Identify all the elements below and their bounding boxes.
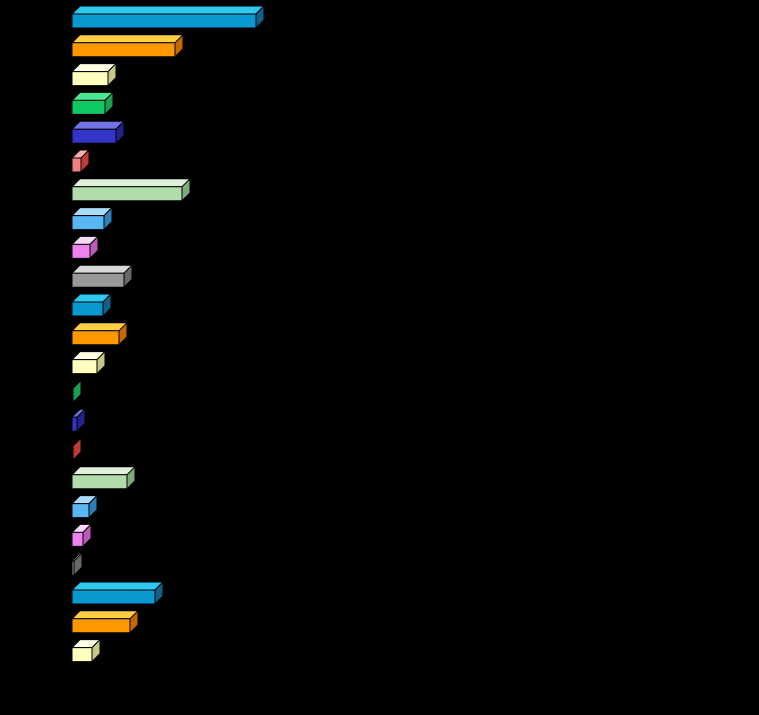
bar-top-face <box>70 610 140 620</box>
bar-10-silver <box>70 263 134 289</box>
bar-front-face <box>71 560 75 576</box>
bar-front-face <box>71 157 82 173</box>
bar-13-light-yellow <box>70 350 107 375</box>
bar-9-violet <box>70 235 100 260</box>
bar-front-face <box>71 215 105 231</box>
bar-22-orange <box>70 609 140 635</box>
bar-front-face <box>71 99 106 115</box>
bar-6-salmon <box>70 148 91 174</box>
bar-front-face <box>71 272 125 288</box>
bar-front-face <box>71 387 74 403</box>
bar-top-face <box>70 264 134 274</box>
bar-2-orange <box>70 33 185 59</box>
bar-front-face <box>71 474 128 490</box>
bar-top-face <box>70 178 192 188</box>
bar-8-light-sky-blue <box>70 206 114 231</box>
bar-front-face <box>71 503 90 519</box>
bar-top-face <box>70 322 129 332</box>
bar-23-light-yellow <box>70 638 102 663</box>
bar-19-violet <box>70 523 93 548</box>
bar-1-cyan-blue <box>70 4 266 30</box>
bar-18-light-sky-blue <box>70 494 99 519</box>
bar-front-face <box>71 531 84 547</box>
bar-side-face <box>72 436 82 462</box>
bar-top-face <box>70 5 266 15</box>
bar-front-face <box>71 416 78 432</box>
bar-front-face <box>71 618 131 634</box>
bar-front-face <box>71 647 93 663</box>
bar-front-face <box>71 128 117 144</box>
bar-5-royal-blue <box>70 119 126 145</box>
bar-front-face <box>71 42 176 58</box>
bar-7-pale-green <box>70 177 192 203</box>
bar-top-face <box>70 466 137 476</box>
bar-front-face <box>71 301 104 317</box>
bar-front-face <box>71 13 257 29</box>
bar-side-face <box>72 379 82 404</box>
bar-top-face <box>70 581 165 591</box>
bar-4-green <box>70 91 115 116</box>
bar-top-face <box>70 34 185 44</box>
bar-3-light-yellow <box>70 62 118 87</box>
bar-16-salmon <box>70 436 83 462</box>
bar-top-face <box>70 120 126 130</box>
bar-side-face <box>73 551 83 577</box>
bar-11-cyan-blue <box>70 292 113 318</box>
bar-front-face <box>71 243 91 259</box>
bar-20-silver <box>70 551 84 577</box>
bar-front-face <box>71 589 156 605</box>
bar-15-royal-blue <box>70 407 87 433</box>
bar-front-face <box>71 71 109 87</box>
bar-21-cyan-blue <box>70 580 165 606</box>
bar-front-face <box>71 445 74 461</box>
bar-front-face <box>71 330 120 346</box>
bar-front-face <box>71 186 183 202</box>
bar-17-pale-green <box>70 465 137 491</box>
bar-12-orange <box>70 321 129 347</box>
bar-14-green <box>70 379 83 404</box>
bar-front-face <box>71 359 98 375</box>
